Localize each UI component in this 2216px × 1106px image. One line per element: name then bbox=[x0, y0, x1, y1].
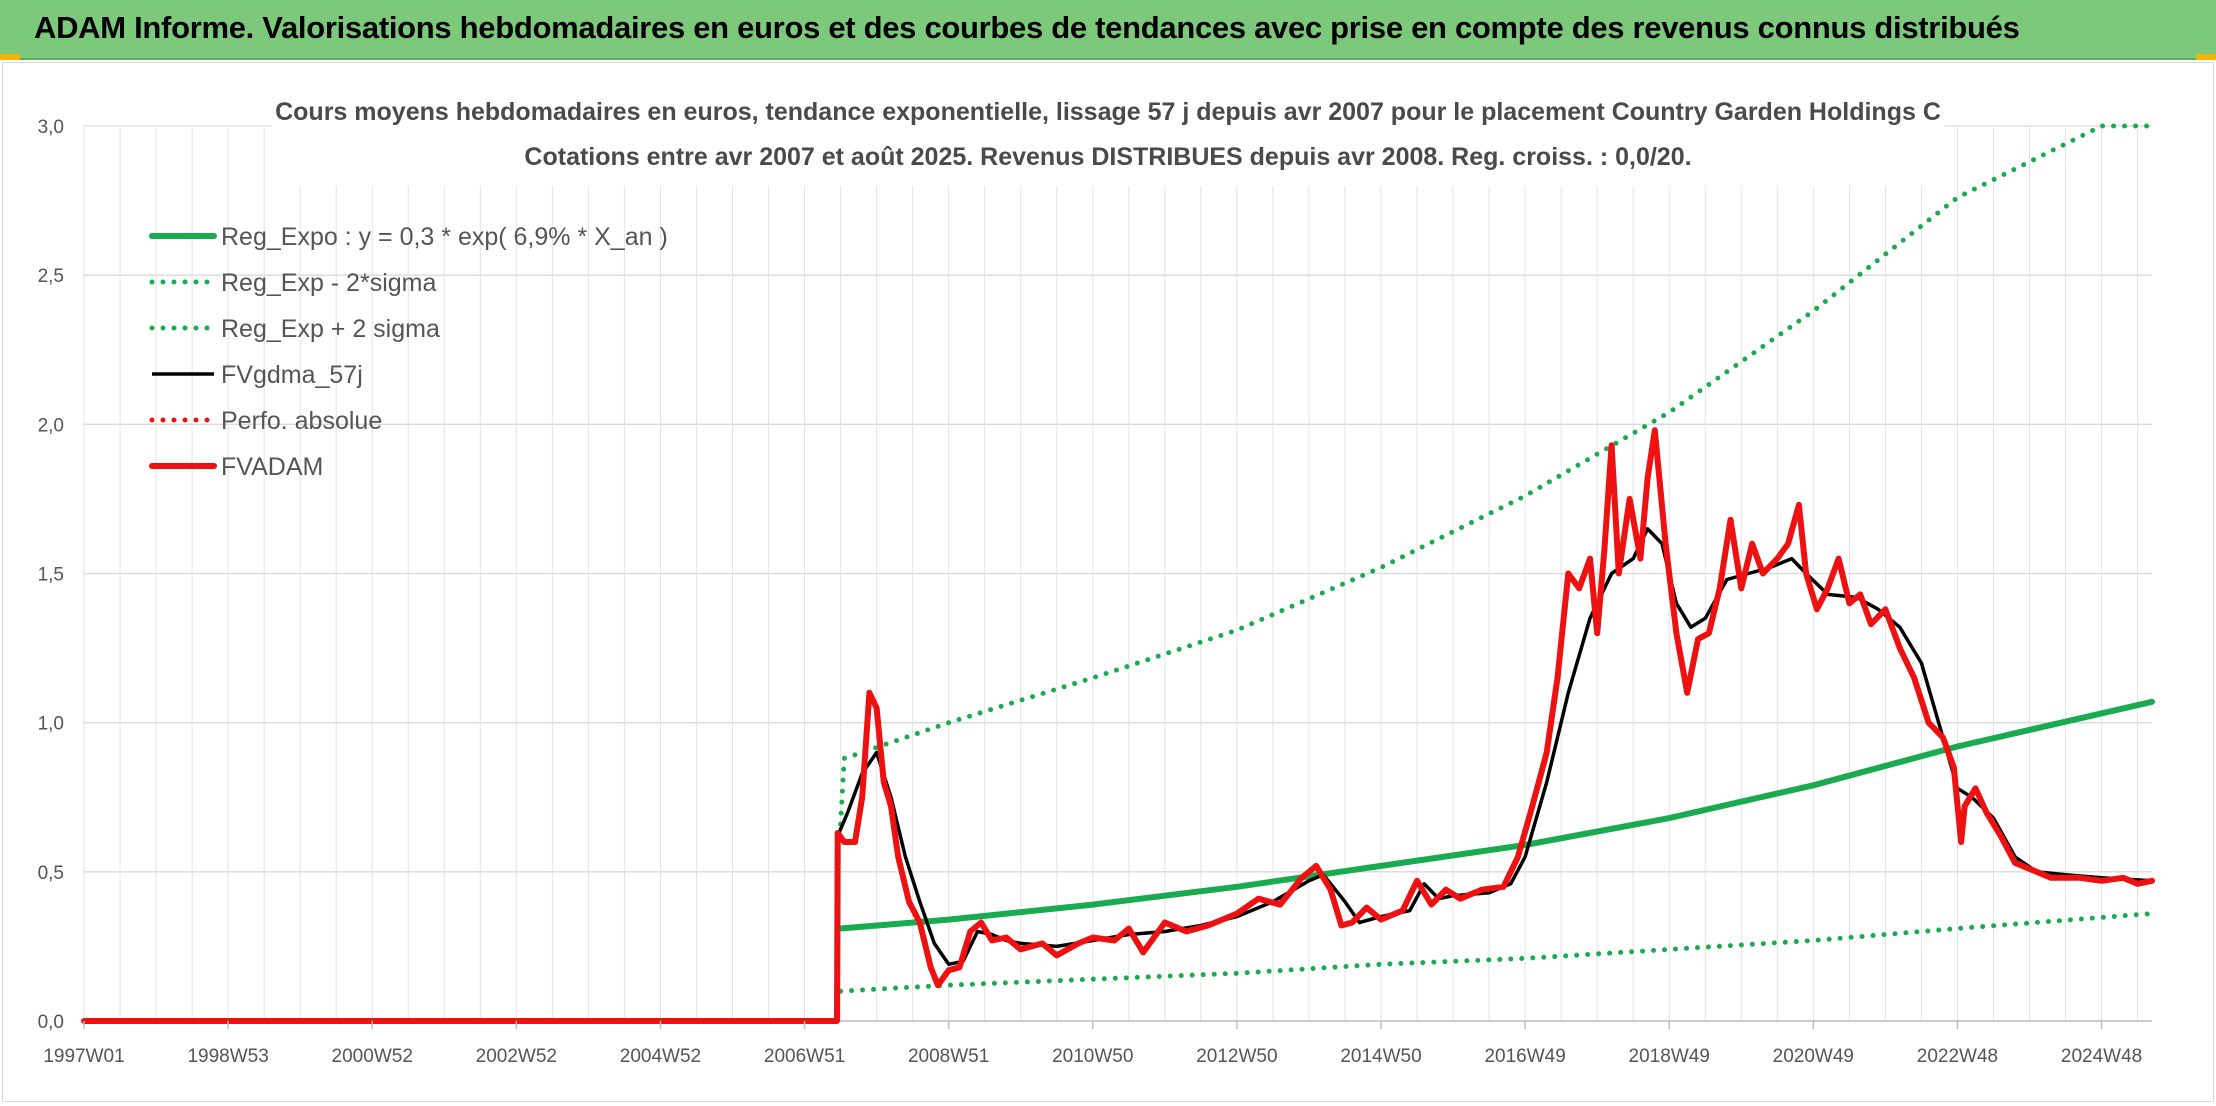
report-header: ADAM Informe. Valorisations hebdomadaire… bbox=[0, 0, 2216, 60]
y-tick-label: 0,0 bbox=[38, 1012, 64, 1033]
x-tick-label: 1997W01 bbox=[43, 1046, 124, 1067]
x-axis-ticks: 1997W01 1998W53 2000W52 2002W52 2004W52 2006W… bbox=[43, 1021, 2142, 1067]
chart-title-line2: Cotations entre avr 2007 et août 2025. R… bbox=[524, 143, 1691, 171]
x-tick-label: 1998W53 bbox=[187, 1046, 268, 1067]
x-tick-label: 2022W48 bbox=[1917, 1046, 1998, 1067]
x-tick-label: 2012W50 bbox=[1196, 1046, 1277, 1067]
corner-mark-right bbox=[2196, 54, 2216, 60]
chart-title-bg bbox=[272, 88, 1944, 186]
x-tick-label: 2004W52 bbox=[620, 1046, 701, 1067]
chart-legend: Reg_Expo : y = 0,3 * exp( 6,9% * X_an ) R… bbox=[149, 223, 668, 481]
series-line-1 bbox=[838, 911, 2155, 994]
y-tick-label: 3,0 bbox=[38, 117, 64, 138]
x-tick-label: 2018W49 bbox=[1629, 1046, 1710, 1067]
series-line-2 bbox=[838, 123, 2155, 827]
x-tick-label: 2000W52 bbox=[332, 1046, 413, 1067]
legend-label-4: Perfo. absolue bbox=[221, 407, 382, 435]
legend-label-5: FVADAM bbox=[221, 453, 323, 481]
legend-label-2: Reg_Exp + 2 sigma bbox=[221, 315, 440, 343]
x-tick-label: 2014W50 bbox=[1340, 1046, 1421, 1067]
x-tick-label: 2024W48 bbox=[2061, 1046, 2142, 1067]
x-tick-label: 2020W49 bbox=[1773, 1046, 1854, 1067]
y-tick-label: 1,5 bbox=[38, 565, 64, 586]
x-tick-label: 2008W51 bbox=[908, 1046, 989, 1067]
corner-mark-left bbox=[0, 54, 20, 60]
y-tick-label: 0,5 bbox=[38, 863, 64, 884]
y-tick-label: 1,0 bbox=[38, 714, 64, 735]
y-tick-label: 2,0 bbox=[38, 415, 64, 436]
x-tick-label: 2010W50 bbox=[1052, 1046, 1133, 1067]
chart-series bbox=[81, 123, 2155, 1024]
x-tick-label: 2006W51 bbox=[764, 1046, 845, 1067]
legend-label-1: Reg_Exp - 2*sigma bbox=[221, 269, 436, 297]
chart-title-line1: Cours moyens hebdomadaires en euros, ten… bbox=[275, 98, 1941, 126]
series-line-5 bbox=[81, 427, 2155, 1024]
x-tick-label: 2002W52 bbox=[476, 1046, 557, 1067]
legend-label-3: FVgdma_57j bbox=[221, 361, 363, 389]
y-tick-label: 2,5 bbox=[38, 266, 64, 287]
series-line-0 bbox=[837, 698, 2155, 932]
legend-label-0: Reg_Expo : y = 0,3 * exp( 6,9% * X_an ) bbox=[221, 223, 668, 251]
y-axis-ticks: 0,0 0,5 1,0 1,5 2,0 2,5 3,0 bbox=[38, 117, 64, 1033]
x-tick-label: 2016W49 bbox=[1484, 1046, 1565, 1067]
report-title: ADAM Informe. Valorisations hebdomadaire… bbox=[34, 10, 2020, 45]
